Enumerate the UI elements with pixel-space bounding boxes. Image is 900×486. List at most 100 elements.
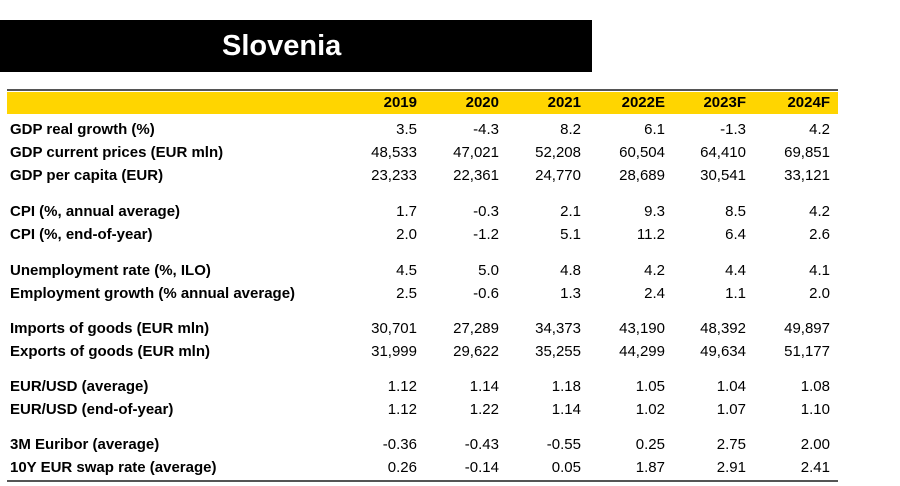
table-cell: 0.25 xyxy=(635,436,665,453)
table-cell: 1.3 xyxy=(560,285,581,302)
table-cell: 1.87 xyxy=(635,459,665,476)
table-cell: 2.00 xyxy=(800,436,830,453)
column-header: 2020 xyxy=(465,94,499,111)
table-cell: -1.3 xyxy=(720,121,746,138)
table-cell: 1.10 xyxy=(800,401,830,418)
table-cell: 43,190 xyxy=(619,320,665,337)
table-cell: 0.05 xyxy=(551,459,581,476)
table-cell: 6.4 xyxy=(725,226,746,243)
table-cell: -1.2 xyxy=(473,226,499,243)
table-cell: 5.0 xyxy=(478,262,499,279)
table-cell: 1.12 xyxy=(387,401,417,418)
table-cell: 49,634 xyxy=(700,343,746,360)
table-cell: 0.26 xyxy=(387,459,417,476)
table-cell: -0.36 xyxy=(382,436,417,453)
header-row: 2019 2020 2021 2022E 2023F 2024F xyxy=(7,92,838,114)
table-cell: 1.18 xyxy=(551,378,581,395)
table-cell: 3.5 xyxy=(396,121,417,138)
table-cell: 29,622 xyxy=(453,343,499,360)
table-cell: 6.1 xyxy=(644,121,665,138)
row-label: EUR/USD (end-of-year) xyxy=(10,401,174,418)
table-row: 3M Euribor (average) -0.36 -0.43 -0.55 0… xyxy=(7,434,838,456)
table-cell: 8.5 xyxy=(725,203,746,220)
table-cell: 1.07 xyxy=(716,401,746,418)
column-header: 2022E xyxy=(621,94,665,111)
table-row: EUR/USD (average) 1.12 1.14 1.18 1.05 1.… xyxy=(7,376,838,398)
table-cell: 30,541 xyxy=(700,167,746,184)
row-label: GDP real growth (%) xyxy=(10,121,155,138)
table-cell: 1.22 xyxy=(469,401,499,418)
table-cell: 2.91 xyxy=(716,459,746,476)
table-cell: -0.55 xyxy=(546,436,581,453)
table-cell: 4.5 xyxy=(396,262,417,279)
row-label: CPI (%, annual average) xyxy=(10,203,181,220)
table-cell: 24,770 xyxy=(535,167,581,184)
table-cell: 1.14 xyxy=(469,378,499,395)
table-cell: 1.05 xyxy=(635,378,665,395)
table-cell: 4.8 xyxy=(560,262,581,279)
table-cell: 28,689 xyxy=(619,167,665,184)
table-cell: 1.1 xyxy=(725,285,746,302)
table-cell: 4.2 xyxy=(809,121,830,138)
row-label: EUR/USD (average) xyxy=(10,378,149,395)
table-row: GDP per capita (EUR) 23,233 22,361 24,77… xyxy=(7,165,838,187)
table-cell: -0.43 xyxy=(464,436,499,453)
table-cell: 35,255 xyxy=(535,343,581,360)
table-cell: 69,851 xyxy=(784,144,830,161)
table-cell: -4.3 xyxy=(473,121,499,138)
row-label: CPI (%, end-of-year) xyxy=(10,226,153,243)
table-row: Exports of goods (EUR mln) 31,999 29,622… xyxy=(7,341,838,363)
table-cell: -0.6 xyxy=(473,285,499,302)
table-cell: 34,373 xyxy=(535,320,581,337)
row-label: Exports of goods (EUR mln) xyxy=(10,343,210,360)
table-row: CPI (%, annual average) 1.7 -0.3 2.1 9.3… xyxy=(7,201,838,223)
table-cell: 49,897 xyxy=(784,320,830,337)
table-cell: 2.1 xyxy=(560,203,581,220)
row-label: Unemployment rate (%, ILO) xyxy=(10,262,211,279)
table-cell: 4.2 xyxy=(644,262,665,279)
table-cell: 1.08 xyxy=(800,378,830,395)
column-header: 2021 xyxy=(547,94,581,111)
table-cell: 2.41 xyxy=(800,459,830,476)
table-row: Unemployment rate (%, ILO) 4.5 5.0 4.8 4… xyxy=(7,260,838,282)
table-cell: 4.2 xyxy=(809,203,830,220)
table-cell: 1.12 xyxy=(387,378,417,395)
table-row: CPI (%, end-of-year) 2.0 -1.2 5.1 11.2 6… xyxy=(7,224,838,246)
table-cell: 2.5 xyxy=(396,285,417,302)
title-bar: Slovenia xyxy=(0,20,592,72)
table-cell: 4.4 xyxy=(725,262,746,279)
table-cell: 48,392 xyxy=(700,320,746,337)
table-cell: 23,233 xyxy=(371,167,417,184)
table-cell: 2.0 xyxy=(396,226,417,243)
table-cell: 2.4 xyxy=(644,285,665,302)
table-row: 10Y EUR swap rate (average) 0.26 -0.14 0… xyxy=(7,457,838,479)
header-top-rule xyxy=(7,89,838,91)
table-cell: 2.0 xyxy=(809,285,830,302)
row-label: GDP per capita (EUR) xyxy=(10,167,164,184)
table-bottom-rule xyxy=(7,480,838,482)
table-row: EUR/USD (end-of-year) 1.12 1.22 1.14 1.0… xyxy=(7,399,838,421)
table-cell: 5.1 xyxy=(560,226,581,243)
table-cell: 1.14 xyxy=(551,401,581,418)
table-cell: 1.7 xyxy=(396,203,417,220)
table-row: GDP real growth (%) 3.5 -4.3 8.2 6.1 -1.… xyxy=(7,119,838,141)
row-label: GDP current prices (EUR mln) xyxy=(10,144,224,161)
table-cell: 51,177 xyxy=(784,343,830,360)
table-cell: 4.1 xyxy=(809,262,830,279)
table-cell: 52,208 xyxy=(535,144,581,161)
table-row: GDP current prices (EUR mln) 48,533 47,0… xyxy=(7,142,838,164)
table-cell: 60,504 xyxy=(619,144,665,161)
table-cell: 27,289 xyxy=(453,320,499,337)
row-label: 3M Euribor (average) xyxy=(10,436,160,453)
table-cell: 11.2 xyxy=(636,226,665,243)
row-label: 10Y EUR swap rate (average) xyxy=(10,459,217,476)
table-cell: 9.3 xyxy=(644,203,665,220)
table-cell: 33,121 xyxy=(784,167,830,184)
row-label: Employment growth (% annual average) xyxy=(10,285,296,302)
table-cell: -0.14 xyxy=(464,459,499,476)
column-header: 2024F xyxy=(787,94,830,111)
table-cell: 2.6 xyxy=(809,226,830,243)
table-row: Imports of goods (EUR mln) 30,701 27,289… xyxy=(7,318,838,340)
table-row: Employment growth (% annual average) 2.5… xyxy=(7,283,838,305)
table-cell: 48,533 xyxy=(371,144,417,161)
